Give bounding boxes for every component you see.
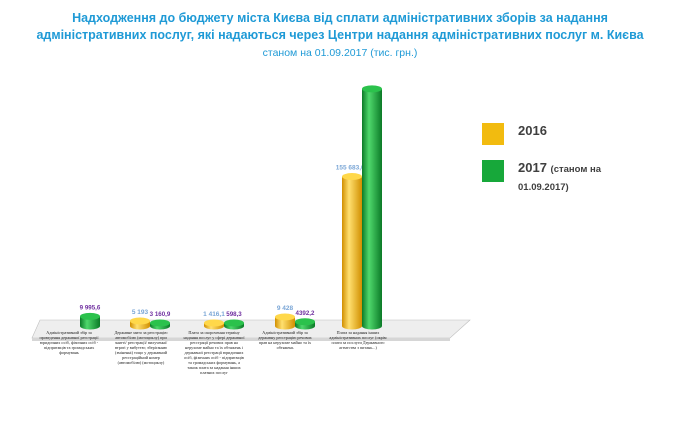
data-label-2017-3: 598,3 [226,311,242,318]
chart-floor-edge [32,338,450,341]
bar-2017-5-top [362,85,382,93]
legend-note-2017-line2: 01.09.2017) [518,182,569,193]
bar-2017-3-top [224,319,244,327]
legend-item-2017: 2017 (станом на 01.09.2017) [482,160,601,196]
legend-item-2016: 2016 [482,123,547,145]
bar-2016-2 [130,317,150,330]
bar-2017-5-base [362,322,382,330]
chart-title-line-2: адміністративних послуг, які надаються ч… [36,28,644,42]
chart-title: Надходження до бюджету міста Києва від с… [20,10,660,44]
bar-2016-3-top [204,319,224,327]
bar-2017-4-top [295,318,315,326]
bar-2017-1-base [80,322,100,330]
bar-2017-5-body [362,88,382,326]
legend-label-2016: 2016 [518,123,547,138]
data-label-2016-2: 5 193 [132,309,149,316]
category-label-5: Плата за надання інших адміністративних … [329,330,387,350]
bar-2017-1 [80,312,100,330]
legend-label-2017-block: 2017 (станом на 01.09.2017) [518,160,601,196]
category-label-2: Державне мито за реєстрацію автомобілю (… [114,330,168,365]
bar-2016-5-base [342,322,362,330]
legend-note-2017: (станом на [550,164,602,175]
bar-2017-5 [362,85,382,330]
bar-2016-5 [342,173,362,330]
bar-2016-4-body [275,316,295,326]
data-label-2017-2: 3 160,9 [150,311,171,318]
bar-2016-4-base [275,322,295,330]
bar-2017-4 [295,318,315,330]
data-label-2017-4: 4392,2 [296,310,315,317]
bar-2017-1-body [80,316,100,326]
bar-2016-5-top [342,173,362,181]
data-label-2016-3: 1 416,1 [203,311,225,318]
bar-2016-2-base [130,322,150,330]
bar-2017-1-top [80,312,100,320]
bar-2017-3 [224,319,244,330]
legend-label-2017: 2017 [518,160,547,175]
chart-title-line-1: Надходження до бюджету міста Києва від с… [72,11,608,25]
data-label-2016-4: 9 428 [277,305,294,312]
bar-2017-2 [150,319,170,330]
category-label-1: Адміністративний збір за проведення держ… [39,330,99,355]
bar-2016-5-body [342,176,362,326]
category-label-4: Адміністративний збір за державну реєстр… [258,330,312,350]
bar-2017-2-top [150,319,170,327]
data-label-2016-5: 155 683,04 [336,165,369,172]
chart-subtitle: станом на 01.09.2017 (тис. грн.) [262,47,418,59]
bar-2016-2-top [130,317,150,325]
legend-swatch-2017 [482,160,504,182]
legend-swatch-2016 [482,123,504,145]
bar-2016-4 [275,313,295,330]
bar-2016-3 [204,319,224,330]
data-label-2017-1: 9 995,6 [80,304,101,311]
bar-2016-4-top [275,313,295,321]
category-label-3: Плата за скорочення терміну надання посл… [183,330,245,375]
